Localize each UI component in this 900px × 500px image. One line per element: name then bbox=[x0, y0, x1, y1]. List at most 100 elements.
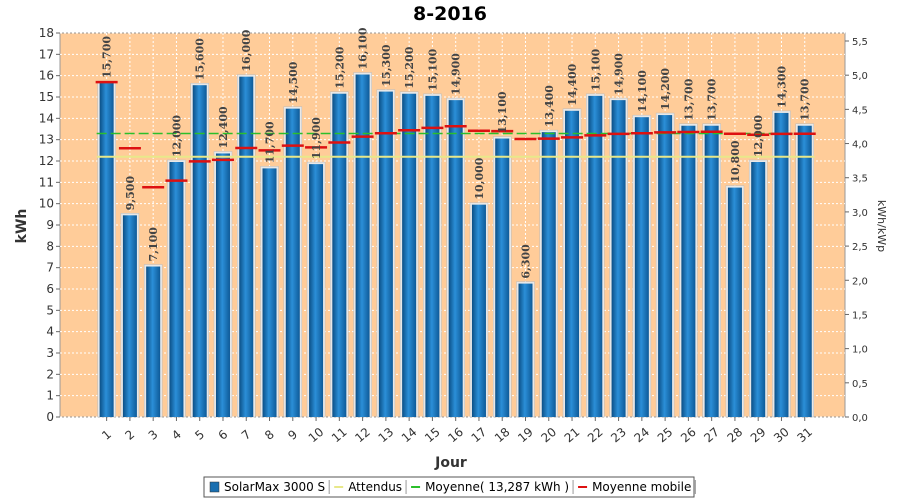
bar bbox=[169, 162, 184, 417]
y-tick-label: 18 bbox=[39, 26, 54, 40]
x-tick-label: 1 bbox=[99, 427, 114, 443]
bar bbox=[332, 93, 347, 417]
bar-value-label: 14,100 bbox=[636, 70, 649, 112]
y-tick-label: 2 bbox=[46, 367, 54, 381]
bar bbox=[704, 125, 719, 417]
bar bbox=[239, 76, 254, 418]
bar bbox=[634, 117, 649, 417]
y2-tick-label: 5,0 bbox=[852, 71, 868, 82]
x-tick-label: 15 bbox=[422, 425, 443, 446]
bar-value-label: 12,000 bbox=[170, 115, 183, 157]
y2-tick-label: 1,5 bbox=[852, 310, 868, 321]
x-tick-label: 26 bbox=[678, 425, 699, 446]
bar bbox=[681, 125, 696, 417]
x-tick-label: 27 bbox=[701, 425, 722, 446]
y2-tick-label: 0,5 bbox=[852, 379, 868, 390]
bar-value-label: 6,300 bbox=[519, 244, 532, 279]
x-tick-label: 29 bbox=[748, 425, 769, 446]
y2-axis-title: kWh/kWp bbox=[875, 200, 888, 252]
x-tick-label: 19 bbox=[515, 425, 536, 446]
bar bbox=[285, 108, 300, 418]
y-tick-label: 0 bbox=[46, 410, 54, 424]
bar bbox=[518, 283, 533, 417]
bar-value-label: 15,100 bbox=[426, 48, 439, 90]
bar-value-label: 14,200 bbox=[659, 68, 672, 110]
bar-value-label: 10,000 bbox=[473, 157, 486, 199]
y-tick-label: 3 bbox=[46, 346, 54, 360]
bar-value-label: 15,700 bbox=[101, 36, 114, 78]
x-tick-label: 24 bbox=[631, 425, 652, 446]
y-tick-label: 1 bbox=[46, 389, 54, 403]
bar bbox=[541, 132, 556, 417]
y-tick-label: 14 bbox=[39, 111, 54, 125]
x-tick-label: 22 bbox=[585, 425, 606, 446]
bar bbox=[495, 138, 510, 418]
legend-item-attendus-label: Attendus bbox=[348, 480, 402, 494]
x-axis-title: Jour bbox=[434, 455, 467, 471]
x-tick-label: 21 bbox=[562, 425, 583, 446]
legend-item-moyenne-label: Moyenne( 13,287 kWh ) bbox=[425, 480, 569, 494]
bar-value-label: 14,400 bbox=[566, 63, 579, 105]
y-axis-title: kWh bbox=[14, 209, 30, 244]
y2-tick-label: 2,0 bbox=[852, 276, 868, 287]
y2-tick-label: 4,5 bbox=[852, 105, 868, 116]
bar-value-label: 13,700 bbox=[682, 78, 695, 120]
y-tick-label: 13 bbox=[39, 133, 54, 147]
bar-value-label: 13,700 bbox=[706, 78, 719, 120]
chart-title: 8-2016 bbox=[413, 3, 487, 25]
y-tick-label: 17 bbox=[39, 47, 54, 61]
bar-value-label: 14,900 bbox=[613, 53, 626, 95]
bar-value-label: 11,900 bbox=[310, 117, 323, 159]
bar-value-label: 15,600 bbox=[194, 38, 207, 80]
y2-tick-label: 5,5 bbox=[852, 37, 868, 48]
x-tick-label: 6 bbox=[216, 427, 231, 443]
y2-tick-label: 0,0 bbox=[852, 413, 868, 424]
y-tick-label: 15 bbox=[39, 90, 54, 104]
y-tick-label: 12 bbox=[39, 154, 54, 168]
bar-value-label: 13,400 bbox=[543, 85, 556, 127]
y2-tick-label: 3,0 bbox=[852, 208, 868, 219]
bar-value-label: 11,700 bbox=[264, 121, 277, 163]
x-tick-label: 20 bbox=[538, 425, 559, 446]
bar-value-label: 12,400 bbox=[217, 106, 230, 148]
bar-value-label: 14,500 bbox=[287, 61, 300, 103]
x-tick-label: 4 bbox=[169, 427, 184, 443]
bar bbox=[751, 162, 766, 417]
x-tick-label: 5 bbox=[192, 427, 207, 443]
x-tick-label: 9 bbox=[285, 427, 300, 443]
bar-value-label: 9,500 bbox=[124, 176, 137, 211]
bar bbox=[448, 100, 463, 417]
x-tick-label: 25 bbox=[655, 425, 676, 446]
x-tick-label: 3 bbox=[146, 427, 161, 443]
y2-tick-label: 3,5 bbox=[852, 174, 868, 185]
bar bbox=[727, 187, 742, 417]
x-tick-label: 2 bbox=[122, 427, 137, 443]
x-tick-label: 17 bbox=[469, 425, 490, 446]
x-tick-label: 13 bbox=[376, 425, 397, 446]
bar-value-label: 15,200 bbox=[333, 46, 346, 88]
y-tick-label: 6 bbox=[46, 282, 54, 296]
y-tick-label: 8 bbox=[46, 239, 54, 253]
y-tick-label: 16 bbox=[39, 69, 54, 83]
y2-tick-label: 1,0 bbox=[852, 345, 868, 356]
bar bbox=[355, 74, 370, 418]
x-tick-label: 23 bbox=[608, 425, 629, 446]
x-tick-label: 12 bbox=[352, 425, 373, 446]
legend-item-solarmax-swatch bbox=[209, 481, 220, 493]
y-tick-label: 11 bbox=[39, 175, 54, 189]
bar bbox=[378, 91, 393, 417]
x-tick-label: 10 bbox=[306, 425, 327, 446]
bar bbox=[658, 115, 673, 418]
y2-tick-label: 2,5 bbox=[852, 242, 868, 253]
x-tick-label: 30 bbox=[771, 425, 792, 446]
legend-box bbox=[203, 476, 695, 498]
bar bbox=[309, 164, 324, 417]
x-tick-label: 7 bbox=[239, 427, 254, 443]
bar bbox=[797, 125, 812, 417]
y-tick-label: 10 bbox=[39, 197, 54, 211]
y2-tick-label: 4,0 bbox=[852, 140, 868, 151]
x-tick-label: 16 bbox=[445, 425, 466, 446]
bar bbox=[99, 83, 114, 418]
bar-value-label: 13,700 bbox=[799, 78, 812, 120]
